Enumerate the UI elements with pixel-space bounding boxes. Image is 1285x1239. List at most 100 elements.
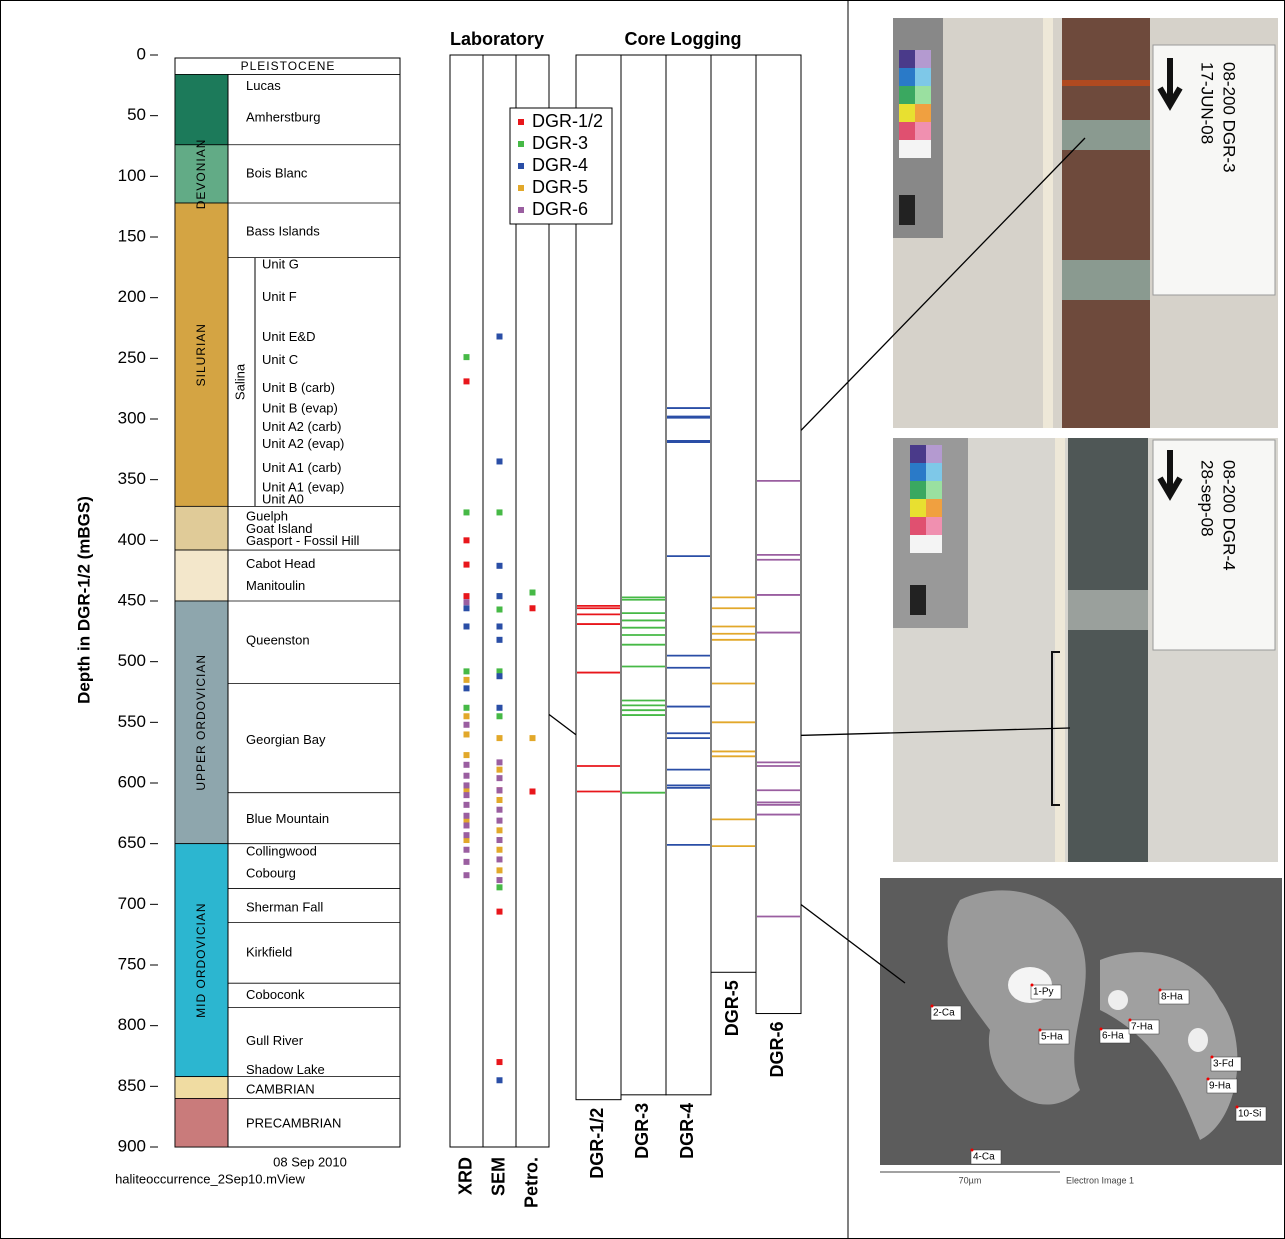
sample	[497, 847, 503, 853]
lab-column-label: XRD	[455, 1157, 475, 1195]
sample	[464, 378, 470, 384]
footer-file: haliteoccurrence_2Sep10.mView	[115, 1171, 305, 1186]
y-tick-label: 500	[118, 651, 146, 670]
unit-label: Collingwood	[246, 844, 317, 859]
sample	[497, 509, 503, 515]
y-tick-label: 0	[137, 44, 146, 63]
sample	[497, 673, 503, 679]
unit-label: Queenston	[246, 632, 310, 647]
sample	[464, 677, 470, 683]
sem-label: 2-Ca	[931, 1005, 962, 1021]
salina-unit-label: Unit B (carb)	[262, 380, 335, 395]
y-tick-label: 50	[127, 105, 146, 124]
y-tick-label: 150	[118, 226, 146, 245]
sem-label-text: 3-Fd	[1213, 1059, 1234, 1070]
sample	[497, 807, 503, 813]
unit-label: Gull River	[246, 1033, 304, 1048]
legend-label: DGR-3	[532, 133, 588, 153]
legend-label: DGR-1/2	[532, 111, 603, 131]
core-column	[756, 55, 801, 1014]
era-label: DEVONIAN	[194, 139, 208, 210]
y-tick-label: 300	[118, 408, 146, 427]
legend-swatch	[518, 185, 524, 191]
sample	[464, 623, 470, 629]
unit-label: Bois Blanc	[246, 165, 308, 180]
page: 0501001502002503003504004505005506006507…	[0, 0, 1285, 1239]
sample	[464, 668, 470, 674]
sample	[464, 354, 470, 360]
sample	[497, 735, 503, 741]
sem-label: 5-Ha	[1039, 1029, 1070, 1045]
sample	[530, 605, 536, 611]
sample	[464, 847, 470, 853]
y-tick-label: 100	[118, 166, 146, 185]
sample	[497, 909, 503, 915]
salina-unit-label: Unit C	[262, 352, 298, 367]
era-label: SILURIAN	[194, 323, 208, 386]
core-column	[621, 55, 666, 1095]
sample	[464, 705, 470, 711]
unit-label: Manitoulin	[246, 578, 305, 593]
sample	[464, 685, 470, 691]
sample	[464, 782, 470, 788]
footer-date: 08 Sep 2010	[273, 1154, 347, 1169]
sample	[464, 822, 470, 828]
salina-unit-label: Unit A0	[262, 492, 304, 507]
legend-label: DGR-5	[532, 177, 588, 197]
sample	[497, 837, 503, 843]
unit-label: Gasport - Fossil Hill	[246, 533, 360, 548]
unit-label: PRECAMBRIAN	[246, 1115, 341, 1130]
era	[175, 506, 228, 550]
sample	[464, 722, 470, 728]
core-column	[711, 55, 756, 972]
photo-label: 28-sep-08	[1198, 460, 1217, 537]
sample	[497, 1059, 503, 1065]
era	[175, 1077, 228, 1099]
sem-label-text: 8-Ha	[1161, 992, 1183, 1003]
era-label: UPPER ORDOVICIAN	[194, 654, 208, 791]
unit-label: Cobourg	[246, 865, 296, 880]
era-label: MID ORDOVICIAN	[194, 902, 208, 1017]
sample	[530, 788, 536, 794]
sample	[497, 623, 503, 629]
sample	[464, 762, 470, 768]
section-title: Laboratory	[450, 29, 544, 49]
sample	[497, 606, 503, 612]
sample	[464, 802, 470, 808]
salina-unit-label: Unit G	[262, 256, 299, 271]
sample	[497, 458, 503, 464]
core-column-label: DGR-3	[632, 1103, 652, 1159]
sample	[464, 599, 470, 605]
unit-label: Coboconk	[246, 987, 305, 1002]
legend-label: DGR-6	[532, 199, 588, 219]
sample	[464, 859, 470, 865]
sample	[464, 731, 470, 737]
y-tick-label: 550	[118, 712, 146, 731]
header-unit: PLEISTOCENE	[241, 59, 336, 73]
y-tick-label: 750	[118, 954, 146, 973]
photo-label: 08-200 DGR-3	[1220, 62, 1239, 173]
sem-label-text: 9-Ha	[1209, 1081, 1231, 1092]
unit-label: Blue Mountain	[246, 811, 329, 826]
salina-unit-label: Unit A2 (evap)	[262, 436, 344, 451]
sem-label: 4-Ca	[971, 1149, 1002, 1165]
salina-unit-label: Unit B (evap)	[262, 401, 338, 416]
core-column-label: DGR-6	[767, 1022, 787, 1078]
y-tick-label: 700	[118, 894, 146, 913]
sample	[497, 713, 503, 719]
unit-label: CAMBRIAN	[246, 1081, 315, 1096]
sample	[497, 593, 503, 599]
salina-label: Salina	[232, 363, 247, 400]
y-tick-label: 450	[118, 590, 146, 609]
sem-label: 6-Ha	[1100, 1028, 1131, 1044]
sample	[497, 1077, 503, 1083]
core-column	[666, 55, 711, 1095]
sample	[497, 818, 503, 824]
sem-label-text: 4-Ca	[973, 1152, 995, 1163]
core-column-label: DGR-5	[722, 980, 742, 1036]
sample	[497, 827, 503, 833]
unit-label: Georgian Bay	[246, 732, 326, 747]
photo-label: 08-200 DGR-4	[1220, 460, 1239, 571]
y-tick-label: 400	[118, 530, 146, 549]
y-axis-label: Depth in DGR-1/2 (mBGS)	[74, 496, 93, 704]
